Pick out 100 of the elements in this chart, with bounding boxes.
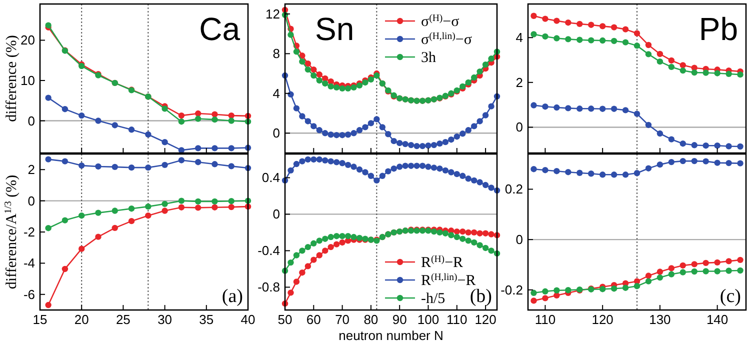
point — [530, 31, 537, 38]
point — [542, 288, 548, 294]
point — [454, 234, 460, 240]
point — [304, 244, 312, 250]
point — [482, 230, 489, 236]
point — [436, 229, 443, 236]
y-axis-title: difference (%) — [4, 35, 20, 122]
annotation: (a) — [222, 286, 243, 307]
legend-label: σ$^{(H,lin)}$−σ — [421, 30, 472, 48]
point — [350, 164, 357, 170]
point — [162, 162, 168, 168]
point — [379, 124, 386, 130]
x-tick-label: 60 — [306, 312, 321, 327]
point — [588, 22, 594, 28]
point — [339, 160, 346, 166]
point — [288, 259, 294, 266]
legend-label: R$^{(H)}$−R — [421, 254, 464, 271]
point — [293, 278, 300, 285]
point — [656, 274, 664, 281]
point — [680, 269, 686, 276]
point — [62, 158, 68, 164]
point — [691, 142, 698, 148]
point — [702, 70, 709, 76]
point — [599, 23, 606, 30]
x-tick-label: 110 — [534, 312, 556, 327]
point — [212, 145, 218, 152]
point — [228, 118, 234, 124]
point — [588, 170, 594, 177]
point — [396, 164, 403, 170]
point — [737, 160, 744, 166]
point — [299, 52, 306, 59]
point — [476, 68, 483, 75]
point — [542, 167, 548, 174]
point — [95, 234, 102, 240]
point — [310, 256, 317, 263]
point — [680, 67, 686, 74]
x-tick-label: 100 — [417, 312, 440, 327]
point — [610, 38, 618, 44]
point — [293, 160, 300, 168]
point — [344, 233, 352, 240]
point — [228, 198, 234, 204]
point — [565, 169, 572, 176]
point — [299, 248, 306, 254]
point — [465, 176, 472, 182]
point — [714, 160, 720, 166]
point — [599, 172, 606, 178]
y-tick-label: 2 — [516, 74, 523, 90]
point — [588, 37, 594, 44]
point — [328, 83, 334, 90]
point — [680, 62, 686, 68]
point — [530, 12, 537, 19]
point — [442, 230, 449, 236]
point — [622, 172, 629, 178]
x-tick-label: 70 — [335, 312, 350, 327]
point — [430, 142, 438, 148]
point — [622, 39, 629, 46]
point — [622, 107, 629, 114]
point — [178, 198, 185, 204]
point — [128, 126, 135, 133]
point — [145, 164, 152, 171]
point — [112, 224, 118, 232]
point — [702, 142, 709, 149]
point — [293, 105, 300, 112]
point — [322, 157, 328, 164]
point — [316, 252, 322, 258]
point — [634, 282, 640, 290]
y-tick-label: 10 — [20, 73, 35, 88]
point — [228, 204, 234, 210]
point — [385, 131, 392, 138]
chart-title: Pb — [698, 11, 738, 47]
point — [344, 132, 352, 138]
point — [454, 228, 460, 235]
point — [374, 116, 380, 122]
y-tick-label: 20 — [20, 32, 35, 48]
point — [299, 58, 306, 65]
point — [470, 177, 478, 184]
x-tick-label: 20 — [74, 312, 89, 327]
point — [691, 69, 698, 76]
point — [288, 167, 294, 174]
point — [145, 131, 152, 138]
point — [328, 132, 334, 138]
point — [542, 104, 548, 110]
point — [62, 217, 68, 224]
point — [554, 104, 560, 111]
point — [212, 116, 218, 123]
point — [448, 136, 454, 143]
point — [95, 163, 102, 170]
point — [328, 244, 334, 250]
point — [288, 290, 294, 296]
point — [299, 269, 306, 276]
point — [95, 118, 102, 124]
point — [194, 116, 202, 122]
point — [304, 156, 312, 163]
x-tick-label: 35 — [199, 312, 214, 327]
point — [328, 234, 334, 240]
point — [554, 168, 560, 174]
point — [554, 18, 560, 24]
point — [691, 261, 698, 268]
x-tick-label: 90 — [392, 312, 407, 327]
point — [128, 206, 135, 212]
